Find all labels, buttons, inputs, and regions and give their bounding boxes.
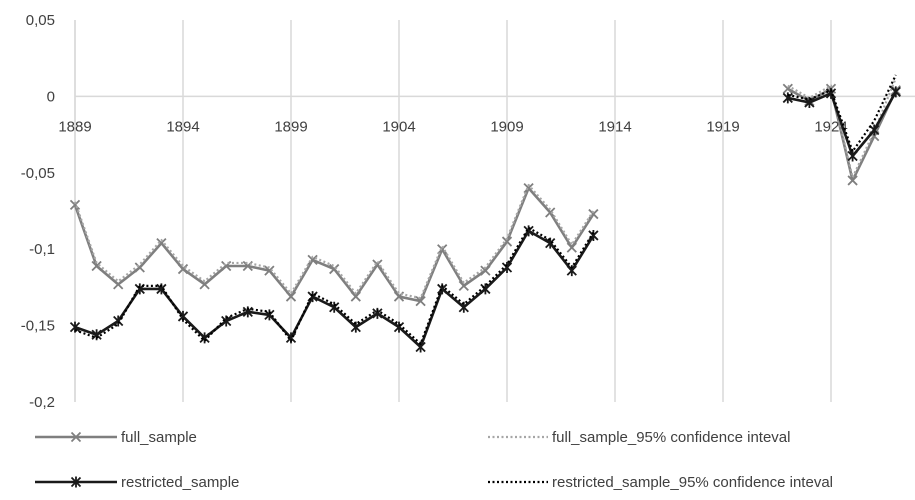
data-point <box>307 254 318 266</box>
legend-marker <box>70 431 82 443</box>
data-point <box>372 259 383 270</box>
data-point <box>393 321 405 333</box>
data-point <box>156 237 167 249</box>
data-point <box>782 83 793 94</box>
data-point <box>523 225 534 237</box>
x-tick-label: 1889 <box>58 118 91 135</box>
data-point <box>415 296 426 307</box>
series-line <box>73 186 595 303</box>
y-tick-label: -0,1 <box>29 241 55 258</box>
data-point <box>199 332 210 344</box>
y-tick-label: 0 <box>47 88 55 105</box>
series-line <box>787 91 897 158</box>
series-line <box>74 226 595 346</box>
data-point <box>869 124 880 136</box>
data-point <box>782 92 793 104</box>
data-point <box>350 291 361 302</box>
data-point <box>847 175 858 186</box>
legend-item: restricted_sample_95% confidence inteval <box>488 474 833 491</box>
x-tick-labels: 1889 1894 1899 1904 1909 1914 1919 1924 <box>58 118 847 135</box>
data-point <box>307 291 318 303</box>
x-tick-label: 1894 <box>166 118 199 135</box>
data-point <box>437 244 448 255</box>
data-point <box>545 207 556 218</box>
data-point <box>588 208 599 220</box>
data-point <box>329 263 340 275</box>
y-tick-label: 0,05 <box>26 12 55 29</box>
data-point <box>847 150 858 162</box>
x-tick-label: 1919 <box>706 118 739 135</box>
legend-marker <box>70 476 82 488</box>
plot-series <box>69 74 901 353</box>
legend-label: restricted_sample <box>121 474 239 491</box>
data-point <box>177 263 189 275</box>
axes <box>74 20 915 402</box>
data-point <box>480 283 491 295</box>
legend-label: full_sample_95% confidence inteval <box>552 429 790 446</box>
data-point <box>199 279 210 290</box>
data-point <box>285 291 297 302</box>
data-point <box>566 242 577 253</box>
legend-item: full_sample <box>35 429 197 446</box>
data-point <box>134 262 145 273</box>
data-point <box>501 262 513 274</box>
data-point <box>501 236 513 247</box>
legend-label: restricted_sample_95% confidence inteval <box>552 474 833 491</box>
y-tick-labels: 0,05 0 -0,05 -0,1 -0,15 -0,2 <box>21 12 55 411</box>
data-point <box>69 199 81 211</box>
data-point <box>91 260 102 272</box>
legend-item: full_sample_95% confidence inteval <box>488 429 790 446</box>
y-tick-label: -0,05 <box>21 165 55 182</box>
x-tick-label: 1899 <box>274 118 307 135</box>
data-point <box>329 301 340 313</box>
y-tick-label: -0,2 <box>29 394 55 411</box>
data-point <box>480 265 491 276</box>
series-line <box>787 74 897 153</box>
data-point <box>523 182 534 194</box>
series-restricted-sample-95-confidence-inteval <box>74 74 897 346</box>
series-full-sample-95-confidence-inteval <box>73 77 897 300</box>
legend-label: full_sample <box>121 429 197 446</box>
grid <box>74 20 832 402</box>
data-point <box>588 229 599 241</box>
x-tick-label: 1909 <box>490 118 523 135</box>
data-point <box>264 265 275 276</box>
data-point <box>890 86 901 98</box>
x-tick-label: 1914 <box>598 118 631 135</box>
series-line <box>73 183 595 300</box>
x-tick-label: 1904 <box>382 118 415 135</box>
legend-item: restricted_sample <box>35 474 239 491</box>
y-tick-label: -0,15 <box>21 318 55 335</box>
legend: full_sample full_sample_95% confidence in… <box>35 429 833 491</box>
data-point <box>458 280 469 292</box>
data-point <box>113 279 124 290</box>
